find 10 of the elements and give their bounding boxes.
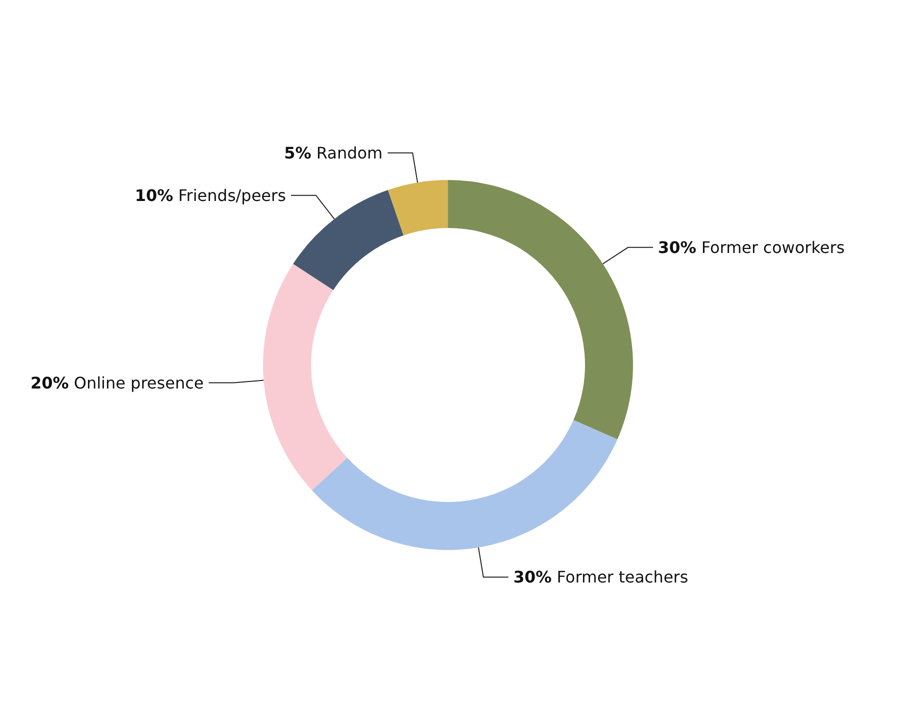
data-label: 30% [513,568,552,587]
slice-label: Former teachers [552,568,688,587]
data-label: 30% [658,238,696,257]
slice-label: Online presence [68,373,204,392]
slice-label: Friends/peers [173,186,286,205]
data-label: 20% [30,373,69,392]
slice-label: Random [311,143,383,162]
data-label: 5% [284,143,312,162]
data-label: 10% [134,186,174,205]
slice-label: Former coworkers [696,238,845,257]
